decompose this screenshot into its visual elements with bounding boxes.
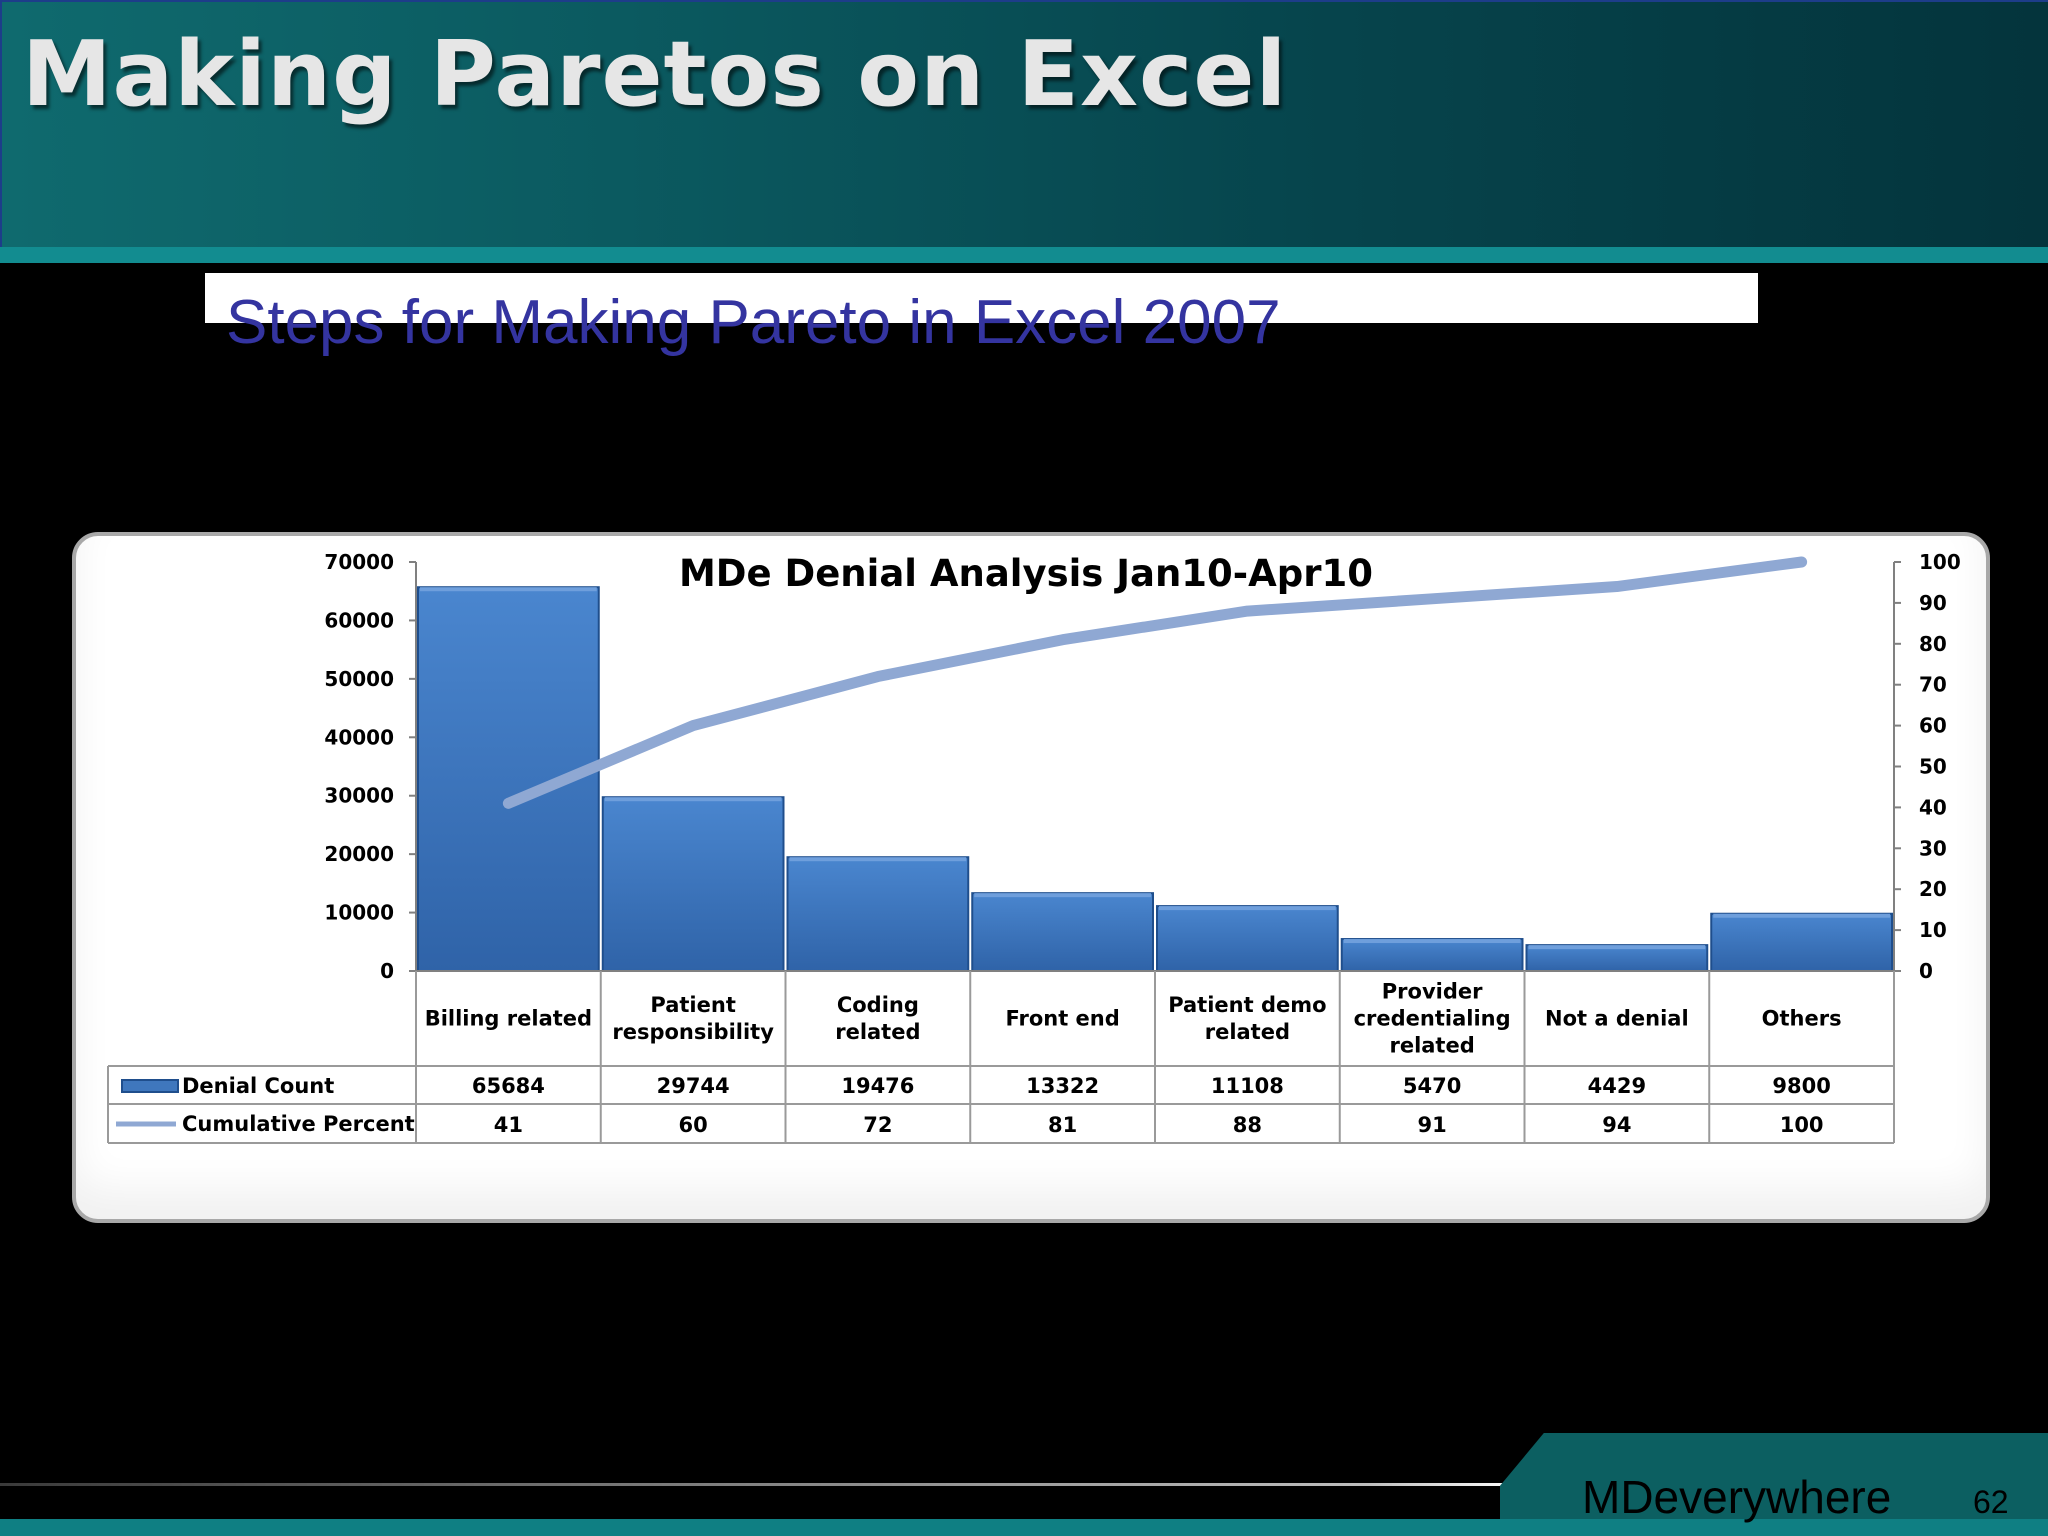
y-right-tick-label: 30 — [1919, 836, 1947, 860]
bar-4 — [971, 892, 1154, 973]
line-point-8 — [1800, 561, 1803, 563]
line-point-6 — [1431, 597, 1434, 600]
y-left-tick-label: 70000 — [324, 550, 394, 574]
bar-highlight-6 — [1343, 939, 1521, 944]
y-left-tick-label: 60000 — [324, 608, 394, 632]
category-label: Patient demo — [1168, 993, 1326, 1017]
category-label: Coding — [837, 993, 919, 1017]
line-point-2 — [692, 724, 695, 727]
y-right-tick-label: 70 — [1919, 673, 1947, 697]
denial-count-value: 5470 — [1403, 1074, 1461, 1098]
category-label: Not a denial — [1545, 1007, 1689, 1031]
category-label: Front end — [1005, 1007, 1119, 1031]
y-left-tick-label: 40000 — [324, 725, 394, 749]
denial-count-value: 65684 — [472, 1074, 545, 1098]
chart-title: MDe Denial Analysis Jan10-Apr10 — [679, 552, 1373, 595]
bar-highlight-5 — [1159, 906, 1336, 911]
line-point-3 — [876, 675, 879, 678]
pareto-chart: 0 10000 20000 30000 40000 50000 60000 70000 0 10 2… — [107, 550, 1961, 1144]
category-label: related — [835, 1020, 920, 1044]
slide-title: Making Paretos on Excel — [22, 22, 1288, 127]
denial-count-value: 9800 — [1772, 1074, 1830, 1098]
denial-count-value: 29744 — [657, 1074, 730, 1098]
bar-5 — [1156, 905, 1339, 972]
y-left-tick-label: 10000 — [324, 901, 394, 925]
page-number: 62 — [1973, 1484, 2009, 1520]
y-left-tick-label: 0 — [380, 959, 394, 983]
bar-highlight-8 — [1713, 913, 1890, 918]
bar-7 — [1525, 944, 1709, 972]
cumulative-percent-value: 60 — [679, 1113, 708, 1137]
line-point-5 — [1246, 610, 1249, 613]
bar-2 — [601, 796, 785, 972]
footer-bar — [0, 1519, 2048, 1536]
category-label: Patient — [650, 993, 735, 1017]
slide-subtitle: Steps for Making Pareto in Excel 2007 — [226, 288, 1281, 357]
cumulative-percent-value: 94 — [1602, 1113, 1631, 1137]
cumulative-percent-value: 91 — [1418, 1113, 1447, 1137]
denial-count-value: 4429 — [1588, 1074, 1646, 1098]
cumulative-percent-value: 81 — [1048, 1113, 1077, 1137]
line-point-7 — [1615, 585, 1618, 588]
category-label: Provider — [1382, 980, 1483, 1004]
legend-label-denial-count: Denial Count — [182, 1074, 334, 1098]
category-label: responsibility — [612, 1020, 774, 1044]
pareto-chart-panel: 0 10000 20000 30000 40000 50000 60000 70000 0 10 2… — [72, 532, 1990, 1223]
cumulative-percent-line — [502, 556, 1808, 809]
bar-6 — [1340, 938, 1524, 973]
subtitle-bar — [205, 273, 1758, 323]
footer-line — [0, 1483, 1520, 1486]
category-label: Others — [1762, 1007, 1842, 1031]
legend-key-denial-count — [121, 1079, 179, 1093]
denial-count-value: 11108 — [1211, 1074, 1284, 1098]
category-label: related — [1389, 1034, 1474, 1058]
y-right-tick-label: 10 — [1919, 918, 1947, 942]
y-right-tick-label: 50 — [1919, 755, 1947, 779]
bar-3 — [786, 856, 970, 973]
y-right-tick-label: 60 — [1919, 714, 1947, 738]
y-right-tick-label: 20 — [1919, 877, 1947, 901]
slide-header — [0, 0, 2048, 247]
y-right-tick-label: 80 — [1919, 632, 1947, 656]
category-label: related — [1205, 1020, 1290, 1044]
category-label: Billing related — [425, 1007, 592, 1031]
bar-highlight-1 — [420, 587, 597, 592]
denial-count-value: 13322 — [1026, 1074, 1099, 1098]
y-right-tick-label: 40 — [1919, 795, 1947, 819]
bar-highlight-2 — [604, 797, 782, 802]
y-right-tick-label: 100 — [1919, 550, 1961, 574]
cumulative-percent-value: 72 — [863, 1113, 892, 1137]
line-point-4 — [1061, 638, 1064, 641]
cumulative-percent-value: 41 — [494, 1113, 523, 1137]
bar-highlight-7 — [1528, 945, 1706, 950]
brand-name: MDeverywhere — [1582, 1471, 1892, 1523]
legend-label-cumulative-percent: Cumulative Percent — [182, 1112, 415, 1136]
y-left-tick-label: 50000 — [324, 667, 394, 691]
bar-8 — [1710, 912, 1893, 972]
y-right-tick-label: 0 — [1919, 959, 1933, 983]
category-label: credentialing — [1354, 1007, 1511, 1031]
y-left-tick-label: 30000 — [324, 784, 394, 808]
bar-highlight-3 — [789, 857, 967, 862]
header-stripe — [0, 247, 2048, 263]
y-left-tick-label: 20000 — [324, 842, 394, 866]
cumulative-percent-value: 88 — [1233, 1113, 1262, 1137]
bar-highlight-4 — [974, 893, 1151, 898]
line-point-1 — [507, 802, 510, 805]
cumulative-percent-value: 100 — [1780, 1113, 1824, 1137]
denial-count-value: 19476 — [841, 1074, 914, 1098]
footer-tab — [1500, 1433, 2048, 1521]
y-right-tick-label: 90 — [1919, 591, 1947, 615]
